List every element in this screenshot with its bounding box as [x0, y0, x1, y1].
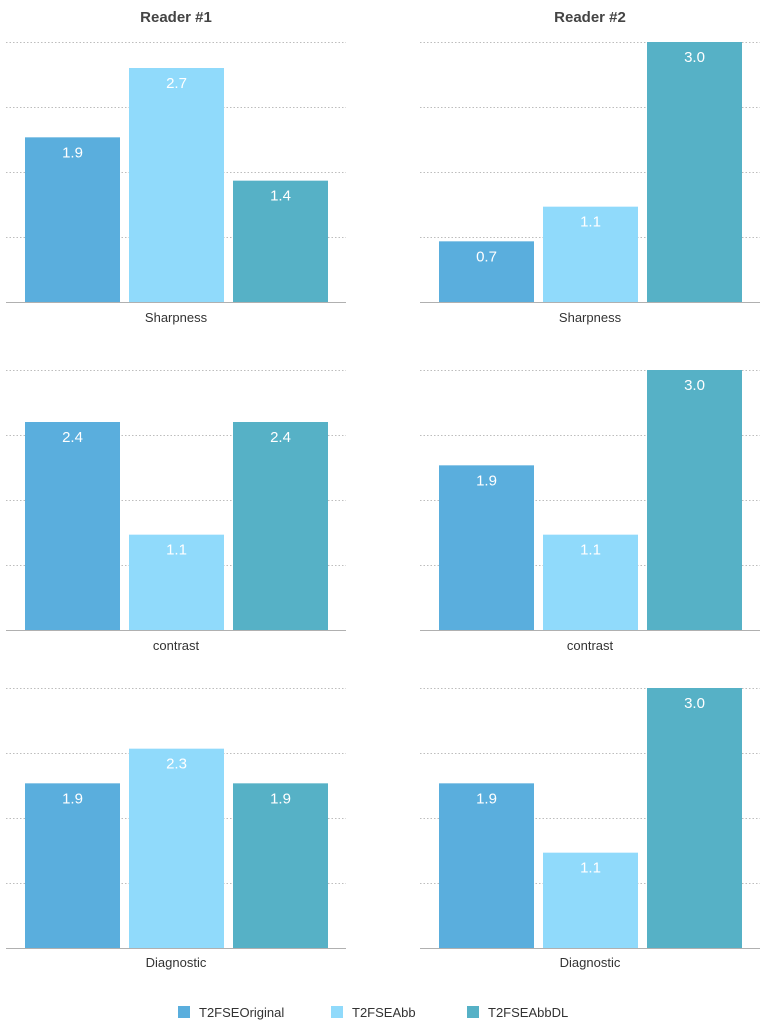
legend-label-t2fseoriginal: T2FSEOriginal — [199, 1005, 284, 1020]
bar-t2fseabb — [129, 748, 224, 948]
bar-value-label: 2.7 — [166, 75, 187, 92]
legend-label-t2fseabbdl: T2FSEAbbDL — [488, 1005, 568, 1020]
bar-t2fseoriginal — [439, 465, 534, 630]
bar-value-label: 1.1 — [580, 860, 601, 877]
bar-value-label: 1.9 — [62, 790, 83, 807]
bar-t2fseabbdl — [233, 180, 328, 302]
bar-value-label: 0.7 — [476, 248, 497, 265]
column-title-reader-1: Reader #1 — [140, 9, 212, 26]
bar-value-label: 1.1 — [166, 542, 187, 559]
bar-t2fseoriginal — [25, 783, 120, 948]
bar-t2fseabbdl — [647, 688, 742, 948]
legend-swatch-t2fseabb — [331, 1006, 343, 1018]
bar-value-label: 3.0 — [684, 377, 705, 394]
bar-value-label: 2.4 — [270, 429, 291, 446]
bar-value-label: 1.9 — [270, 790, 291, 807]
category-label-contrast: contrast — [567, 638, 614, 653]
bar-value-label: 3.0 — [684, 49, 705, 66]
bar-value-label: 1.4 — [270, 188, 291, 205]
bar-t2fseoriginal — [25, 137, 120, 302]
bar-value-label: 1.1 — [580, 542, 601, 559]
bar-t2fseabbdl — [233, 783, 328, 948]
bar-t2fseoriginal — [439, 241, 534, 302]
bar-t2fseabb — [129, 534, 224, 630]
bar-t2fseabb — [543, 852, 638, 948]
bar-value-label: 1.9 — [476, 790, 497, 807]
bar-t2fseabb — [543, 206, 638, 302]
bar-value-label: 2.4 — [62, 429, 83, 446]
category-label-diagnostic: Diagnostic — [146, 955, 207, 970]
bar-value-label: 3.0 — [684, 695, 705, 712]
legend-swatch-t2fseabbdl — [467, 1006, 479, 1018]
bar-t2fseoriginal — [439, 783, 534, 948]
bar-value-label: 1.9 — [62, 144, 83, 161]
category-label-contrast: contrast — [153, 638, 200, 653]
bar-t2fseoriginal — [25, 422, 120, 630]
bar-value-label: 1.1 — [580, 214, 601, 231]
legend-swatch-t2fseoriginal — [178, 1006, 190, 1018]
bar-value-label: 2.3 — [166, 756, 187, 773]
column-title-reader-2: Reader #2 — [554, 9, 626, 26]
category-label-diagnostic: Diagnostic — [560, 955, 621, 970]
bar-value-label: 1.9 — [476, 472, 497, 489]
bar-t2fseabb — [129, 68, 224, 302]
category-label-sharpness: Sharpness — [145, 310, 208, 325]
legend-label-t2fseabb: T2FSEAbb — [352, 1005, 416, 1020]
bar-t2fseabb — [543, 534, 638, 630]
category-label-sharpness: Sharpness — [559, 310, 622, 325]
bar-t2fseabbdl — [647, 42, 742, 302]
bar-t2fseabbdl — [647, 370, 742, 630]
bar-t2fseabbdl — [233, 422, 328, 630]
